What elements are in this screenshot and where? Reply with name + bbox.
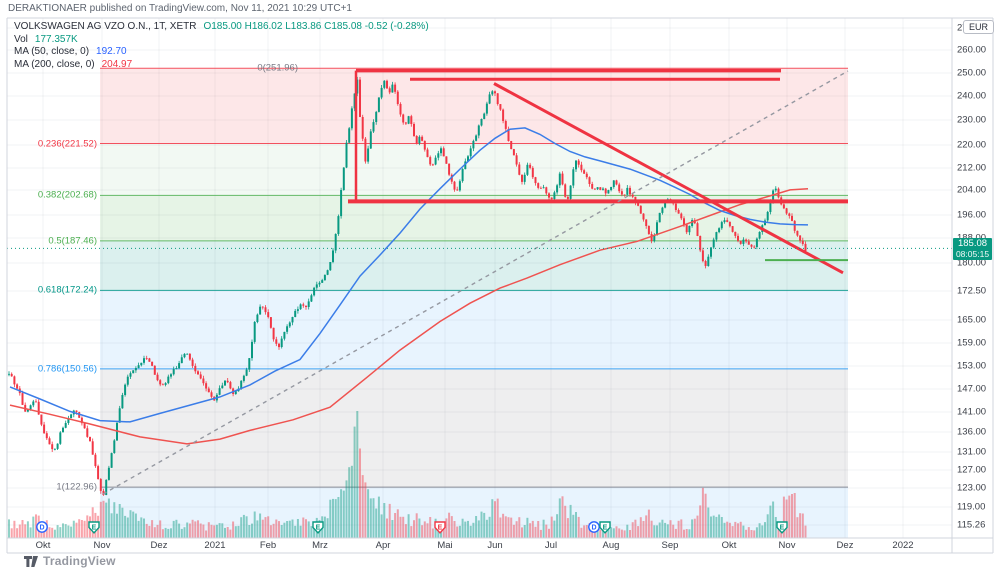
time-tick-label: Feb (259, 540, 277, 551)
fib-level-label: 0(251.96) (257, 62, 298, 74)
price-tick-label: 196.00 (957, 209, 987, 221)
tradingview-attribution[interactable]: TradingView (24, 554, 116, 568)
legend-symbol-row[interactable]: VOLKSWAGEN AG VZO O.N., 1T, XETR O185.00 … (14, 21, 429, 34)
ma200-label: MA (200, close, 0) (14, 58, 95, 70)
price-tick-label: 147.00 (957, 383, 987, 395)
ma50-line (9, 127, 809, 423)
ma200-line (9, 188, 809, 445)
price-tick-label: 136.00 (957, 426, 987, 438)
fib-level-label: 0.382(202.68) (37, 189, 97, 201)
chart-legend: VOLKSWAGEN AG VZO O.N., 1T, XETR O185.00 … (14, 21, 429, 71)
time-tick-label: Mrz (312, 540, 328, 551)
ohlc-close: C185.08 (324, 21, 362, 32)
price-tick-label: 180.00 (957, 257, 987, 269)
svg-text:E: E (603, 525, 608, 532)
ma50-label: MA (50, close, 0) (14, 46, 90, 57)
price-tick-label: 212.00 (957, 162, 987, 174)
price-tick-label: 260.00 (957, 44, 987, 56)
time-tick-label: Dez (836, 540, 854, 551)
currency-badge[interactable]: EUR (963, 20, 995, 34)
time-tick-label: Mai (437, 540, 453, 551)
ohlc-change: -0.52 (-0.28%) (364, 21, 429, 32)
price-tick-label: 250.00 (957, 67, 987, 79)
price-tick-label: 141.00 (957, 406, 987, 418)
volume-value: 177.357K (34, 33, 78, 45)
time-tick-label: 2022 (892, 540, 914, 551)
ma50-value: 192.70 (96, 46, 127, 57)
time-tick-label: Dez (150, 540, 168, 551)
price-tick-label: 115.26 (957, 519, 986, 531)
legend-ma200-row[interactable]: MA (200, close, 0) 204.97 (14, 59, 429, 72)
svg-text:E: E (316, 525, 321, 532)
time-tick-label: Jul (544, 540, 558, 551)
svg-text:E: E (438, 525, 443, 532)
ohlc-low: L183.86 (285, 21, 322, 32)
price-tick-label: 165.00 (957, 314, 987, 326)
time-tick-label: Jun (487, 540, 503, 551)
tradingview-logo-icon (24, 555, 38, 567)
price-tick-label: 220.00 (957, 139, 987, 151)
time-tick-label: Sep (661, 540, 679, 551)
price-tick-label: 204.00 (957, 184, 987, 196)
price-tick-label: 127.00 (957, 464, 987, 476)
svg-text:E: E (780, 525, 785, 532)
time-tick-label: Apr (375, 540, 391, 551)
svg-text:D: D (39, 525, 44, 532)
last-price-value: 185.08 (957, 238, 988, 250)
trendline-drawings[interactable] (102, 68, 849, 495)
fib-level-label: 0.786(150.56) (37, 363, 97, 375)
earnings-marker-icon (434, 521, 446, 534)
price-tick-label: 230.00 (957, 114, 987, 126)
fib-level-label: 1(122.96) (56, 481, 97, 493)
dividend-marker-icon (36, 521, 48, 533)
price-tick-label: 188.00 (957, 233, 986, 244)
ma200-value: 204.97 (101, 58, 133, 70)
chart-frame (6, 17, 994, 554)
price-tick-label: 240.00 (957, 90, 987, 102)
time-tick-label: Aug (602, 540, 620, 551)
earnings-marker-icon (776, 521, 788, 534)
fib-level-label: 0.618(172.24) (37, 284, 97, 296)
time-tick-label: Nov (778, 540, 796, 551)
legend-ma50-row[interactable]: MA (50, close, 0) 192.70 (14, 46, 429, 59)
ohlc-high: H186.02 (244, 21, 283, 32)
time-tick-label: Nov (93, 540, 111, 551)
bar-countdown: 08:05:15 (955, 249, 990, 260)
svg-text:D: D (591, 525, 596, 532)
publish-attribution: DERAKTIONAER published on TradingView.co… (8, 3, 352, 14)
price-tick-label: 123.00 (957, 482, 987, 494)
price-tick-label: 153.00 (957, 360, 987, 372)
price-tick-label: 159.00 (957, 337, 987, 349)
symbol-title: VOLKSWAGEN AG VZO O.N., 1T, XETR (14, 21, 197, 32)
dividend-marker-icon (588, 521, 600, 533)
time-tick-label: 2021 (204, 540, 226, 551)
volume-bars (8, 411, 807, 538)
ohlc-open: O185.00 (203, 21, 242, 32)
earnings-marker-icon (312, 521, 324, 534)
fibonacci-bands (100, 67, 848, 538)
price-tick-label: 172.50 (957, 285, 987, 297)
legend-volume-row[interactable]: Vol 177.357K (14, 34, 429, 47)
svg-text:E: E (92, 525, 97, 532)
candles (8, 76, 807, 496)
time-tick-label: Okt (721, 540, 737, 551)
earnings-marker-icon (599, 521, 611, 534)
fib-level-label: 0.5(187.46) (48, 235, 97, 247)
price-tick-label: 131.00 (957, 446, 987, 458)
price-tick-label: 119.00 (957, 501, 986, 513)
last-price-badge: 185.08 08:05:15 (953, 238, 992, 261)
fib-level-label: 0.236(221.52) (37, 138, 97, 149)
tradingview-logo-text: TradingView (43, 554, 116, 568)
earnings-marker-icon (88, 521, 100, 534)
volume-label: Vol (14, 33, 28, 45)
time-tick-label: Okt (35, 540, 51, 551)
grid (7, 18, 952, 538)
